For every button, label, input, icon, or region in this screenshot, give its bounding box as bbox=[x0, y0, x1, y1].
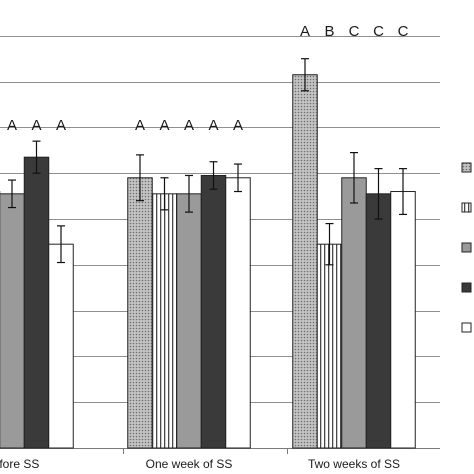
legend-swatch bbox=[461, 162, 472, 173]
x-tick-labels: Before SS One week of SS Two weeks of SS bbox=[0, 457, 400, 471]
x-tick-label: One week of SS bbox=[146, 457, 233, 471]
bar bbox=[365, 193, 392, 449]
significance-letter: A bbox=[159, 117, 169, 134]
legend-swatch bbox=[461, 282, 472, 293]
bar bbox=[316, 243, 343, 449]
bar bbox=[48, 243, 74, 449]
significance-letter: A bbox=[300, 23, 310, 40]
bar bbox=[200, 174, 227, 449]
significance-letter: A bbox=[7, 117, 17, 134]
legend-swatch bbox=[461, 322, 472, 333]
bar bbox=[23, 156, 50, 449]
legend-swatch bbox=[461, 202, 472, 213]
bar bbox=[0, 193, 25, 449]
bar bbox=[176, 193, 202, 449]
significance-letter: A bbox=[208, 117, 218, 134]
significance-letter: A bbox=[31, 117, 41, 134]
x-tick-label: Two weeks of SS bbox=[308, 457, 400, 471]
bar bbox=[390, 191, 416, 449]
bar bbox=[225, 177, 251, 449]
bars bbox=[0, 74, 416, 449]
legend-swatch bbox=[461, 242, 472, 253]
legend bbox=[461, 162, 472, 333]
significance-letter: A bbox=[56, 117, 66, 134]
bar bbox=[127, 177, 153, 449]
bar bbox=[341, 177, 367, 449]
x-tick-label: Before SS bbox=[0, 457, 39, 471]
significance-letter: A bbox=[135, 117, 145, 134]
bar bbox=[151, 193, 178, 449]
significance-letter: A bbox=[184, 117, 194, 134]
significance-letter: B bbox=[324, 23, 334, 40]
significance-letters: AAAAAAAAAAABCCC bbox=[7, 23, 409, 134]
significance-letter: C bbox=[349, 23, 360, 40]
significance-letter: C bbox=[398, 23, 409, 40]
significance-letter: A bbox=[233, 117, 243, 134]
significance-letter: C bbox=[373, 23, 384, 40]
bar bbox=[292, 74, 318, 449]
error-bars bbox=[8, 58, 407, 266]
